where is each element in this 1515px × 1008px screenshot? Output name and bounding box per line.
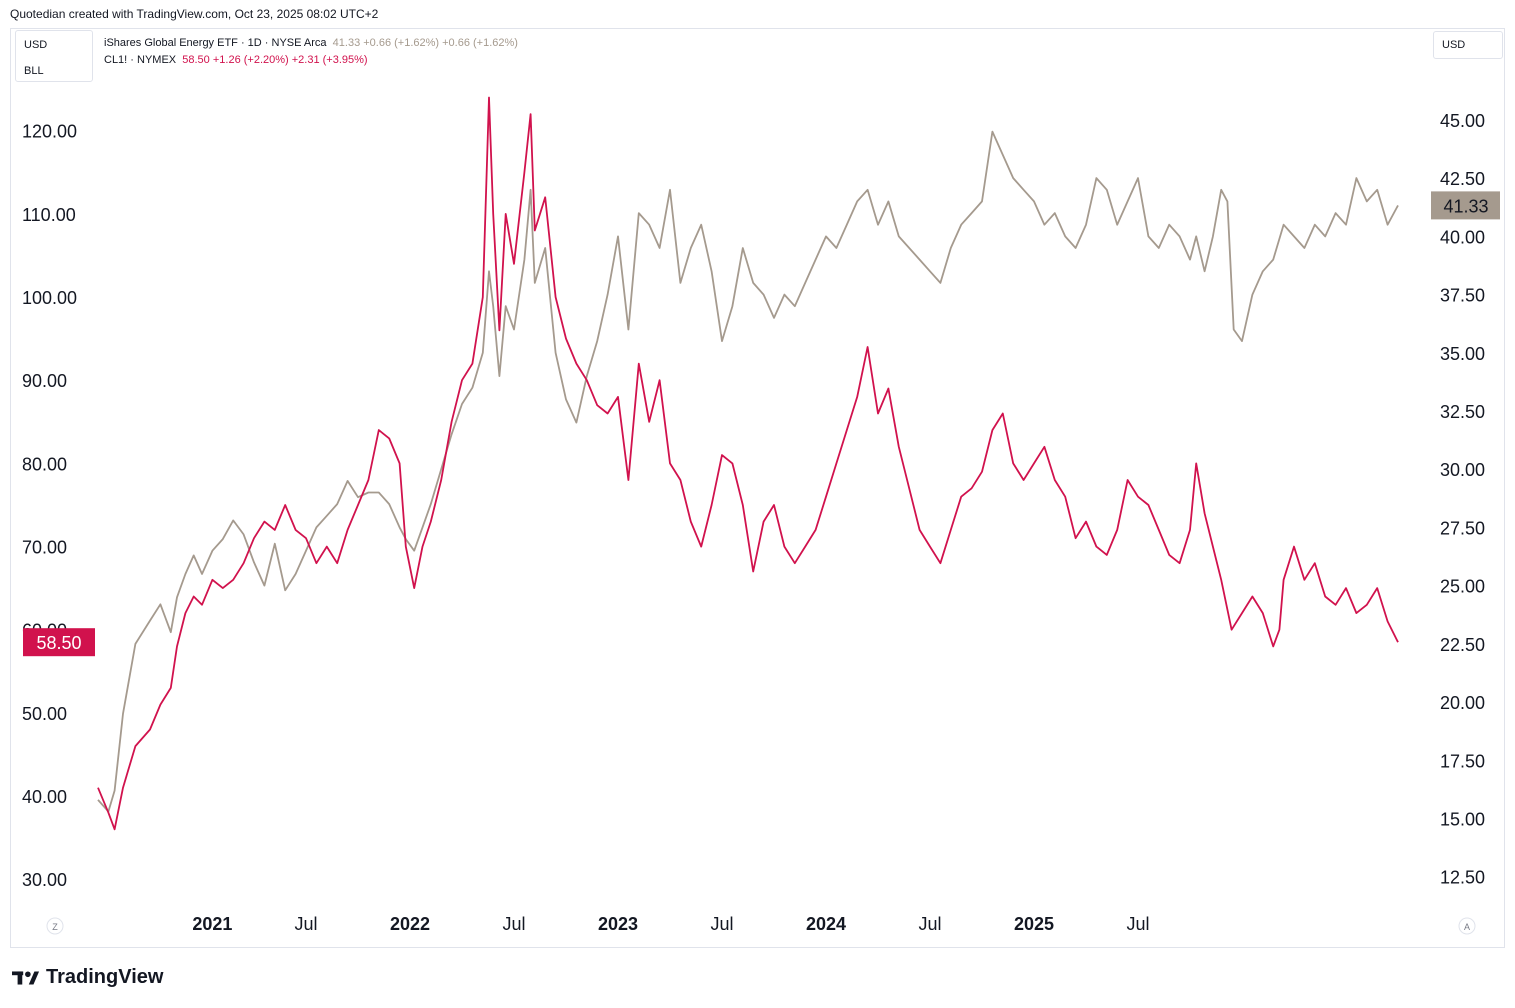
legend-etf-values: 41.33 +0.66 (+1.62%) +0.66 (+1.62%) <box>332 37 518 49</box>
left-axis-tick-8: 110.00 <box>22 205 76 225</box>
corner-right-circle <box>1458 917 1476 935</box>
tradingview-logo[interactable]: TradingView <box>12 966 163 989</box>
left-unit-label: BLL <box>24 65 44 77</box>
right-axis-tick-11: 40.00 <box>1440 227 1485 247</box>
x-axis-tick-9: Jul <box>1126 914 1149 934</box>
oil-last-value-label: 58.50 <box>36 633 81 653</box>
right-axis-tick-13: 45.00 <box>1440 111 1485 131</box>
x-axis-tick-7: Jul <box>918 914 941 934</box>
right-axis-tick-7: 30.00 <box>1440 460 1485 480</box>
right-axis-tick-0: 12.50 <box>1440 868 1485 888</box>
right-axis-tick-1: 15.00 <box>1440 810 1485 830</box>
left-axis-tick-1: 40.00 <box>22 787 67 807</box>
x-axis-tick-8: 2025 <box>1014 914 1054 934</box>
left-axis-tick-9: 120.00 <box>22 122 77 142</box>
etf-price-line <box>97 130 1399 813</box>
left-axis-tick-5: 80.00 <box>22 454 67 474</box>
right-axis-tick-2: 17.50 <box>1440 751 1485 771</box>
x-axis-tick-5: Jul <box>710 914 733 934</box>
chart-frame <box>10 28 1505 948</box>
oil-price-line <box>97 96 1399 831</box>
left-axis-tick-0: 30.00 <box>22 870 67 890</box>
corner-left-label: Z <box>52 922 58 932</box>
right-axis-tick-10: 37.50 <box>1440 286 1485 306</box>
x-axis-tick-1: Jul <box>294 914 317 934</box>
attribution-text: Quotedian created with TradingView.com, … <box>10 7 379 21</box>
x-axis-tick-6: 2024 <box>806 914 846 934</box>
right-axis-tick-4: 22.50 <box>1440 635 1485 655</box>
right-axis-tick-6: 27.50 <box>1440 518 1485 538</box>
legend-etf-name: iShares Global Energy ETF · 1D · NYSE Ar… <box>104 37 327 49</box>
x-axis-tick-4: 2023 <box>598 914 638 934</box>
right-currency-box[interactable]: USD <box>1433 31 1503 59</box>
legend-oil-name: CL1! · NYMEX <box>104 54 177 66</box>
right-axis-tick-8: 32.50 <box>1440 402 1485 422</box>
left-axis-tick-7: 100.00 <box>22 288 77 308</box>
legend-row-etf[interactable]: iShares Global Energy ETF · 1D · NYSE Ar… <box>104 35 518 52</box>
etf-last-value-tag <box>1431 191 1500 220</box>
left-axis-tick-4: 70.00 <box>22 538 67 558</box>
right-axis-tick-3: 20.00 <box>1440 693 1485 713</box>
right-axis-tick-5: 25.00 <box>1440 577 1485 597</box>
x-axis-tick-0: 2021 <box>192 914 232 934</box>
left-axis-tick-2: 50.00 <box>22 704 67 724</box>
tradingview-logo-icon <box>12 970 40 985</box>
left-axis-tick-6: 90.00 <box>22 371 67 391</box>
right-axis-tick-9: 35.00 <box>1440 344 1485 364</box>
oil-last-value-tag <box>23 628 95 657</box>
left-scale-box[interactable]: USD BLL <box>15 30 93 82</box>
legend-row-oil[interactable]: CL1! · NYMEX 58.50 +1.26 (+2.20%) +2.31 … <box>104 52 518 69</box>
right-currency-label: USD <box>1442 39 1466 51</box>
left-currency-label: USD <box>24 39 48 51</box>
corner-right-label: A <box>1464 922 1470 932</box>
etf-last-value-label: 41.33 <box>1443 196 1488 216</box>
x-axis-tick-2: 2022 <box>390 914 430 934</box>
legend-oil-values: 58.50 +1.26 (+2.20%) +2.31 (+3.95%) <box>182 54 368 66</box>
chart-legend: iShares Global Energy ETF · 1D · NYSE Ar… <box>104 35 518 69</box>
right-axis-tick-12: 42.50 <box>1440 169 1485 189</box>
corner-left-circle <box>46 917 64 935</box>
tradingview-brand: TradingView <box>46 966 164 988</box>
x-axis-tick-3: Jul <box>502 914 525 934</box>
